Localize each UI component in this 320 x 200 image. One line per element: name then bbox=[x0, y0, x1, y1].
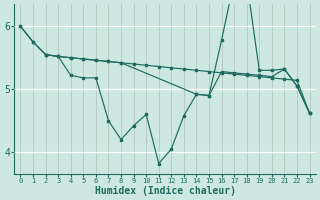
X-axis label: Humidex (Indice chaleur): Humidex (Indice chaleur) bbox=[94, 186, 236, 196]
